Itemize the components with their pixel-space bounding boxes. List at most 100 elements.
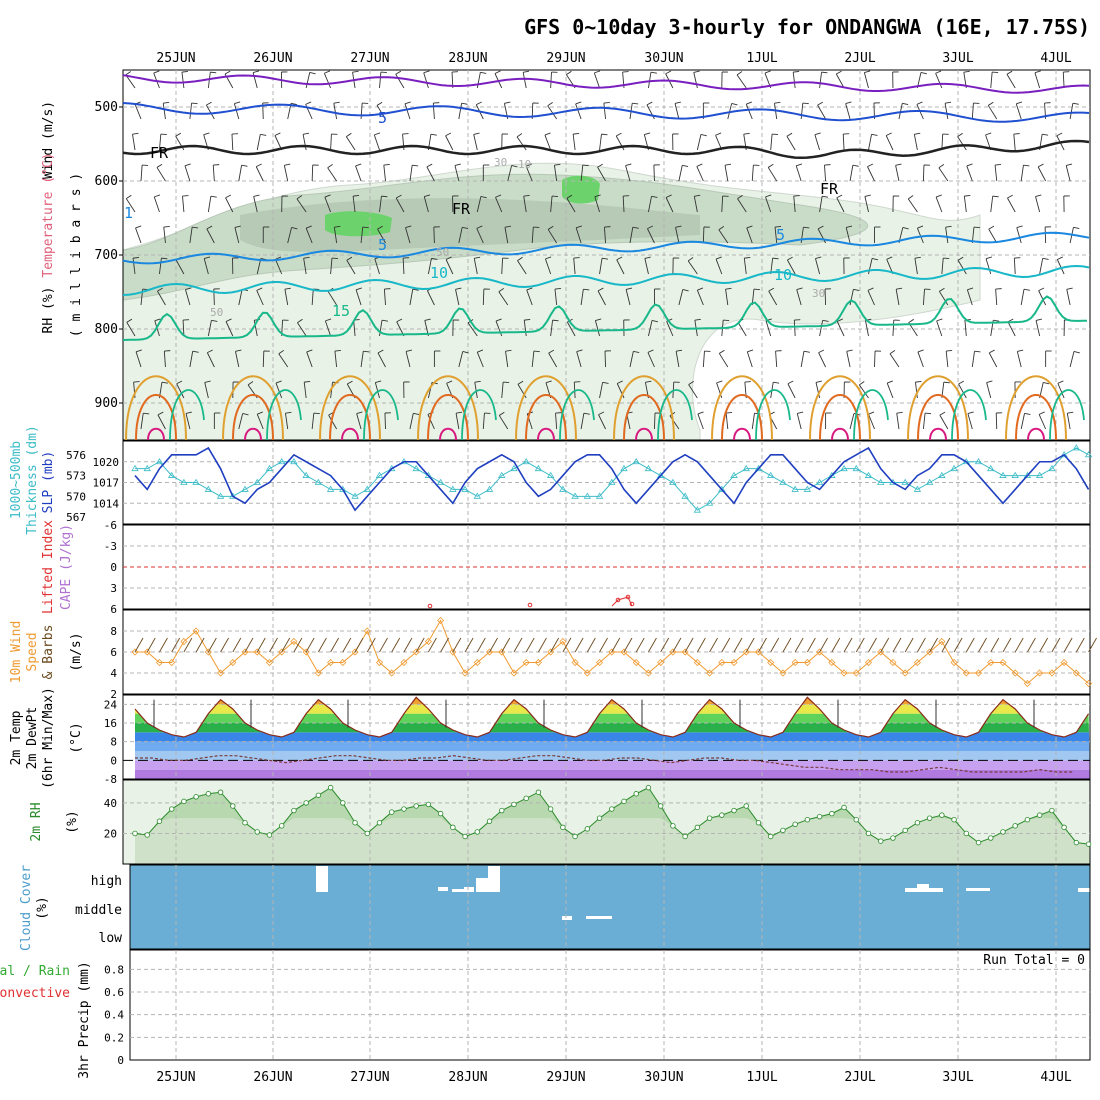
- rh-point: [939, 812, 945, 818]
- rh-point: [413, 803, 419, 809]
- upper-wind-barb: [696, 289, 704, 306]
- date-label-top: 3JUL: [942, 51, 973, 66]
- upper-wind-barb-flag: [1016, 225, 1023, 229]
- upper-wind-barb-flag: [723, 319, 730, 322]
- upper-wind-barb: [716, 382, 723, 399]
- upper-wind-barb-flag: [413, 412, 420, 416]
- upper-wind-barb: [384, 412, 386, 430]
- upper-wind-barb: [159, 134, 162, 151]
- upper-wind-barb-flag: [583, 412, 590, 415]
- upper-wind-barb: [305, 72, 311, 89]
- rh-point: [132, 830, 138, 837]
- wind-barb: [917, 637, 926, 653]
- date-label-bottom: 30JUN: [644, 1070, 683, 1085]
- rh-point: [951, 817, 957, 823]
- li-ylabel2: CAPE (J/kg): [59, 524, 74, 610]
- thickness-point: [1060, 451, 1068, 458]
- slp-ylabel-left1: 1000~500mb: [9, 441, 24, 519]
- upper-wind-barb: [330, 133, 332, 151]
- upper-wind-barb: [725, 413, 729, 430]
- upper-wind-barb: [458, 103, 463, 120]
- upper-wind-barb-flag: [374, 132, 381, 136]
- upper-wind-barb: [775, 351, 778, 368]
- upper-wind-barb-flag: [886, 256, 893, 260]
- upper-wind-barb-flag: [967, 287, 974, 291]
- upper-wind-barb: [458, 351, 464, 368]
- upper-wind-barb: [648, 196, 652, 213]
- thickness-point: [840, 464, 848, 472]
- wind-speed-point: [1084, 679, 1093, 688]
- upper-wind-barb: [507, 165, 513, 182]
- temp-diurnal-loop: [819, 394, 861, 441]
- upper-wind-barb-flag: [936, 318, 943, 322]
- rh-point: [792, 821, 798, 827]
- slp-ylabel-right: SLP (mb): [41, 451, 56, 514]
- li-point: [427, 603, 433, 609]
- rh-point: [450, 824, 456, 831]
- wind-barb: [1088, 637, 1097, 653]
- upper-wind-barb: [445, 135, 454, 151]
- upper-wind-barb-flag: [503, 381, 510, 384]
- upper-wind-barb: [824, 165, 827, 182]
- rh-point: [364, 830, 370, 837]
- wind-ylabel-unit: (m/s): [69, 632, 84, 671]
- slp-ytick: 1017: [93, 477, 120, 490]
- upper-wind-barb: [800, 103, 804, 120]
- upper-wind-barb-flag: [787, 256, 793, 261]
- upper-wind-barb: [548, 352, 558, 368]
- wind-speed-point: [950, 658, 958, 667]
- upper-wind-barb: [795, 165, 802, 182]
- rh-point: [389, 809, 395, 815]
- upper-wind-barb-flag: [477, 349, 484, 353]
- upper-wind-barb: [793, 319, 796, 337]
- upper-wind-barb-flag: [1017, 349, 1024, 352]
- upper-wind-barb-flag: [964, 194, 971, 197]
- upper-wind-barb-flag: [143, 412, 150, 415]
- upper-wind-barb-flag: [242, 413, 249, 416]
- upper-wind-barb-flag: [474, 380, 481, 383]
- precip-ytick: 0.8: [104, 963, 124, 976]
- upper-wind-barb: [845, 227, 851, 244]
- upper-wind-barb-flag: [992, 195, 999, 198]
- contour-label: 10: [774, 266, 792, 284]
- upper-wind-barb: [576, 351, 582, 368]
- upper-wind-barb: [405, 351, 411, 368]
- upper-wind-barb-flag: [939, 287, 945, 292]
- cloud-gap: [929, 888, 943, 892]
- cloud-gap: [917, 884, 929, 892]
- upper-wind-barb-flag: [859, 381, 865, 386]
- upper-wind-barb-flag: [836, 194, 843, 199]
- date-label-top: 4JUL: [1040, 51, 1071, 66]
- upper-wind-barb-flag: [939, 411, 946, 416]
- wind-barb: [684, 637, 694, 653]
- thickness-point: [192, 478, 200, 485]
- upper-wind-barb-flag: [793, 70, 800, 73]
- upper-wind-barb-flag: [594, 70, 601, 74]
- rh-point: [865, 830, 872, 837]
- wind-barb: [550, 637, 560, 653]
- rh-point: [596, 815, 603, 821]
- upper-wind-barb: [1015, 103, 1022, 120]
- upper-wind-barb: [867, 290, 875, 306]
- upper-wind-barb-flag: [1057, 380, 1064, 384]
- upper-ytick: 500: [95, 100, 118, 115]
- contour-label: 50: [436, 246, 449, 259]
- wind-speed-point: [265, 658, 274, 667]
- wind-barb: [342, 637, 352, 653]
- thickness-point: [498, 471, 506, 478]
- wind-barb: [1014, 637, 1024, 653]
- upper-wind-barb-flag: [992, 71, 999, 74]
- wind-speed-point: [840, 669, 848, 677]
- upper-wind-barb: [654, 412, 656, 430]
- upper-wind-barb: [995, 412, 998, 430]
- upper-wind-barb: [297, 322, 307, 337]
- thickness-point: [351, 492, 359, 499]
- temp-band: [135, 732, 1090, 742]
- upper-wind-barb-flag: [191, 102, 198, 105]
- thickness-point: [950, 464, 958, 472]
- upper-wind-barb: [603, 227, 606, 244]
- temp-diurnal-loop: [917, 394, 959, 441]
- upper-wind-barb-flag: [241, 164, 248, 167]
- upper-wind-barb: [863, 72, 869, 89]
- li-point: [615, 597, 621, 603]
